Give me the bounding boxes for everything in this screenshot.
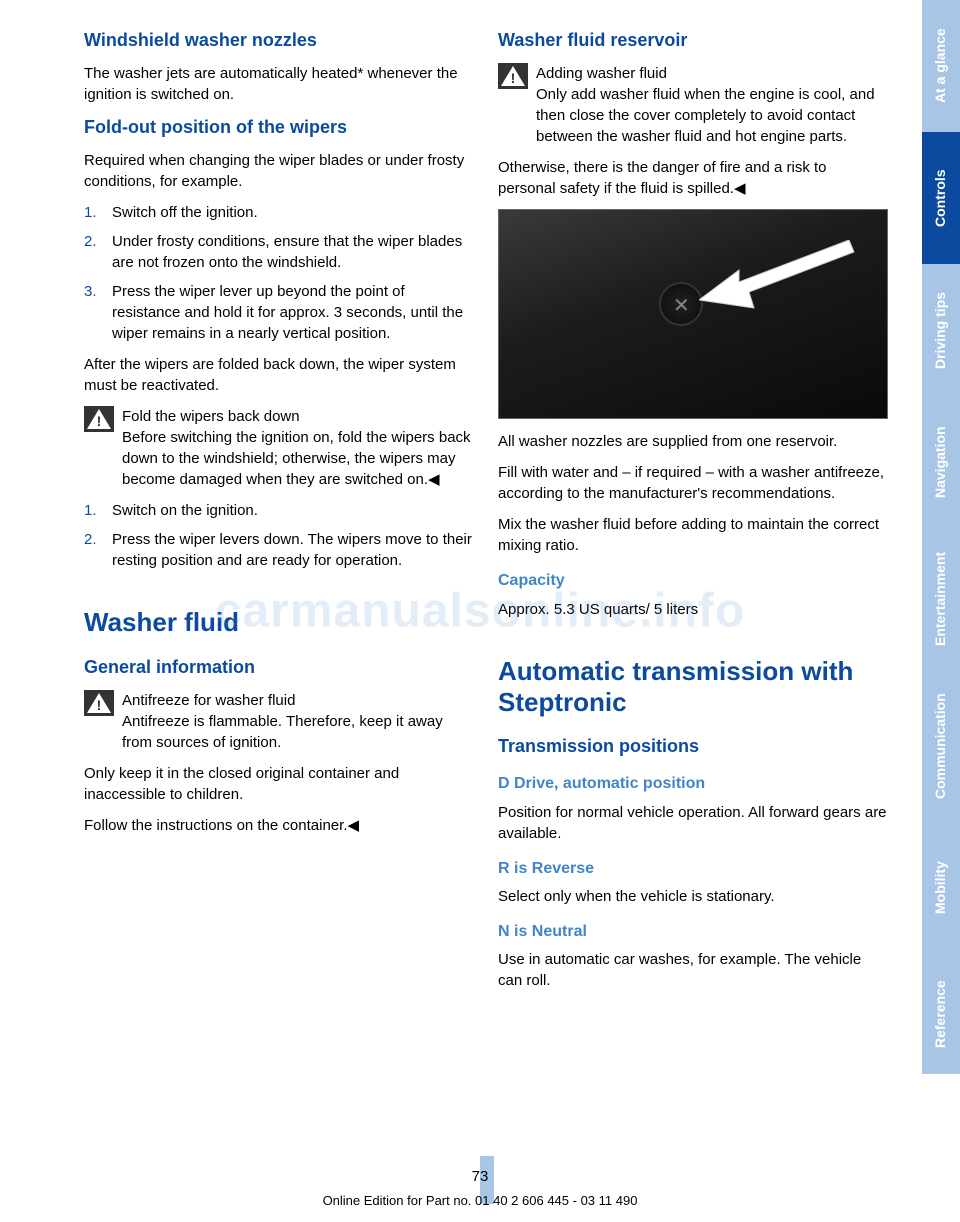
heading-washer-nozzles: Windshield washer nozzles (84, 28, 474, 53)
heading-fold-out: Fold-out position of the wipers (84, 115, 474, 140)
heading-d-drive: D Drive, automatic position (498, 773, 888, 795)
body-text: Position for normal vehicle operation. A… (498, 802, 888, 844)
warning-title: Fold the wipers back down (122, 406, 474, 427)
list-item: Press the wiper levers down. The wipers … (84, 529, 474, 571)
tab-navigation[interactable]: Navigation (922, 396, 960, 528)
warning-block: ! Antifreeze for washer fluid Antifreeze… (84, 690, 474, 753)
body-text: The washer jets are automatically heated… (84, 63, 474, 105)
left-column: Windshield washer nozzles The washer jet… (84, 24, 474, 1170)
washer-cap-graphic (659, 282, 703, 326)
warning-block: ! Fold the wipers back down Before switc… (84, 406, 474, 490)
tab-communication[interactable]: Communication (922, 670, 960, 822)
warning-body: Antifreeze is flammable. Therefore, keep… (122, 711, 474, 753)
tab-driving-tips[interactable]: Driving tips (922, 264, 960, 396)
warning-block: ! Adding washer fluid Only add washer fl… (498, 63, 888, 147)
list-item: Under frosty conditions, ensure that the… (84, 231, 474, 273)
engine-bay-photo (498, 209, 888, 419)
section-tabs: At a glance Controls Driving tips Naviga… (922, 0, 960, 1222)
body-text: Only keep it in the closed original cont… (84, 763, 474, 805)
body-text: Mix the washer fluid before adding to ma… (498, 514, 888, 556)
numbered-list: Switch off the ignition. Under frosty co… (84, 202, 474, 344)
warning-body: Only add washer fluid when the engine is… (536, 84, 888, 147)
page-content: Windshield washer nozzles The washer jet… (0, 0, 960, 1170)
tab-at-a-glance[interactable]: At a glance (922, 0, 960, 132)
right-column: Washer fluid reservoir ! Adding washer f… (498, 24, 888, 1170)
list-item: Switch on the ignition. (84, 500, 474, 521)
warning-icon: ! (84, 406, 114, 432)
warning-title: Antifreeze for washer fluid (122, 690, 474, 711)
body-text: Otherwise, there is the danger of fire a… (498, 157, 888, 199)
svg-text:!: ! (511, 70, 516, 86)
warning-body: Before switching the ignition on, fold t… (122, 427, 474, 490)
heading-washer-fluid: Washer fluid (84, 607, 474, 638)
body-text: Use in automatic car washes, for example… (498, 949, 888, 991)
list-item: Switch off the ignition. (84, 202, 474, 223)
heading-auto-trans: Automatic transmission with Steptronic (498, 656, 888, 718)
list-item: Press the wiper lever up beyond the poin… (84, 281, 474, 344)
tab-entertainment[interactable]: Entertainment (922, 528, 960, 670)
svg-text:!: ! (97, 697, 102, 713)
body-text: Follow the instructions on the container… (84, 815, 474, 836)
body-text: After the wipers are folded back down, t… (84, 354, 474, 396)
tab-reference[interactable]: Reference (922, 954, 960, 1074)
warning-title: Adding washer fluid (536, 63, 888, 84)
warning-icon: ! (498, 63, 528, 89)
heading-trans-positions: Transmission positions (498, 734, 888, 759)
heading-reservoir: Washer fluid reservoir (498, 28, 888, 53)
body-text: Approx. 5.3 US quarts/ 5 liters (498, 599, 888, 620)
svg-text:!: ! (97, 413, 102, 429)
heading-capacity: Capacity (498, 570, 888, 592)
numbered-list: Switch on the ignition. Press the wiper … (84, 500, 474, 571)
body-text: Required when changing the wiper blades … (84, 150, 474, 192)
heading-r-reverse: R is Reverse (498, 858, 888, 880)
page-number: 73 (460, 1166, 500, 1187)
body-text: All washer nozzles are supplied from one… (498, 431, 888, 452)
warning-icon: ! (84, 690, 114, 716)
arrow-icon (699, 240, 859, 320)
heading-n-neutral: N is Neutral (498, 921, 888, 943)
tab-controls[interactable]: Controls (922, 132, 960, 264)
body-text: Select only when the vehicle is stationa… (498, 886, 888, 907)
body-text: Fill with water and – if required – with… (498, 462, 888, 504)
tab-mobility[interactable]: Mobility (922, 822, 960, 954)
footer-text: Online Edition for Part no. 01 40 2 606 … (0, 1192, 960, 1210)
heading-general-info: General information (84, 655, 474, 680)
